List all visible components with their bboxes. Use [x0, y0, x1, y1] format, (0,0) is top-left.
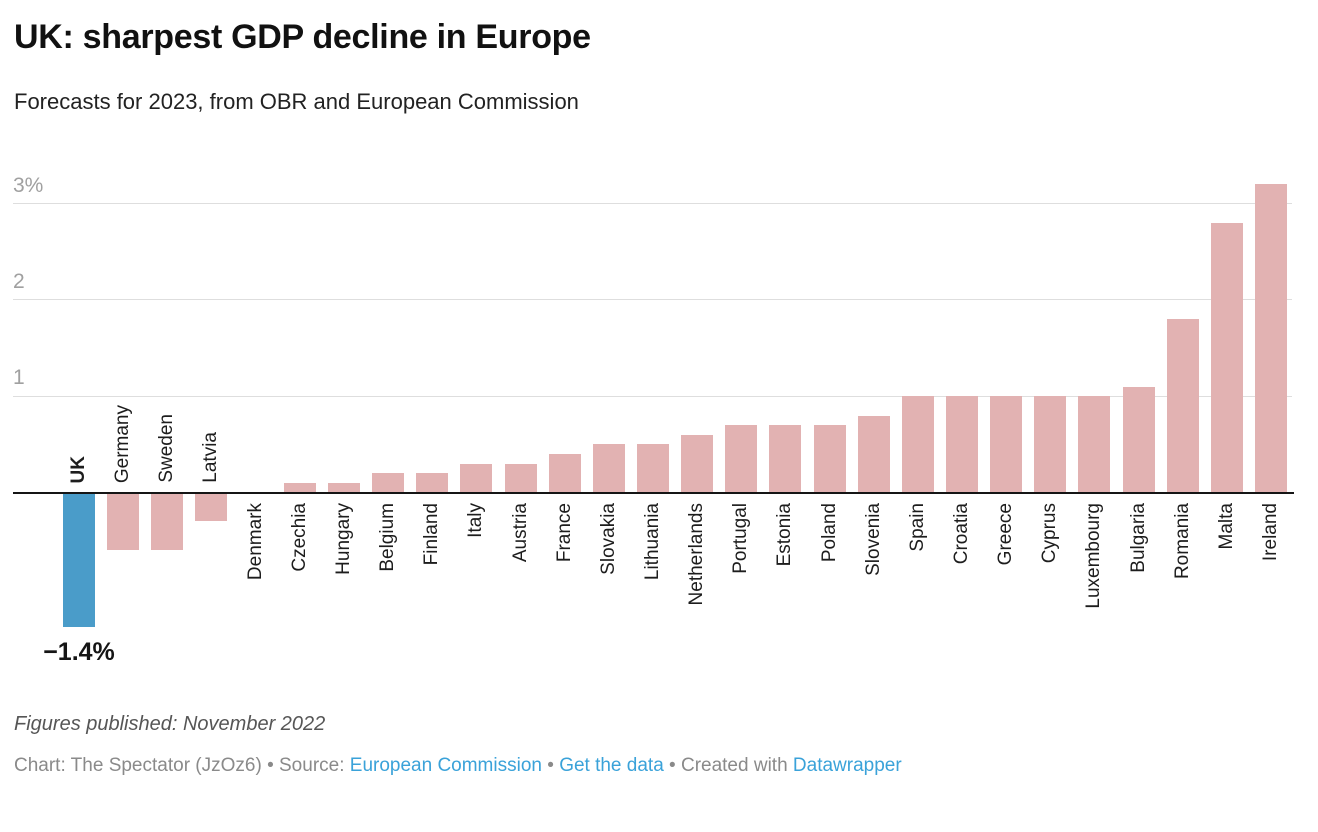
datawrapper-link[interactable]: Datawrapper	[792, 755, 902, 776]
attribution-text: • Created with	[663, 755, 793, 776]
category-label-lithuania: Lithuania	[641, 503, 663, 581]
attribution-text: Chart: The Spectator (JzOz6) • Source:	[14, 755, 350, 776]
category-label-italy: Italy	[465, 503, 487, 538]
bar-latvia[interactable]	[195, 492, 228, 522]
category-label-malta: Malta	[1215, 503, 1237, 550]
bar-poland[interactable]	[813, 425, 846, 493]
bar-estonia[interactable]	[769, 425, 802, 493]
attribution-text: •	[541, 755, 560, 776]
bar-finland[interactable]	[416, 473, 449, 493]
bar-portugal[interactable]	[725, 425, 758, 493]
bar-italy[interactable]	[460, 463, 493, 493]
category-label-denmark: Denmark	[244, 503, 266, 581]
bar-netherlands[interactable]	[681, 434, 714, 493]
bar-luxembourg[interactable]	[1078, 396, 1111, 493]
category-label-germany: Germany	[112, 404, 134, 483]
y-tick-label-2: 2	[13, 269, 25, 293]
bar-slovakia[interactable]	[592, 444, 625, 493]
chart-subtitle: Forecasts for 2023, from OBR and Europea…	[14, 89, 579, 114]
bar-germany[interactable]	[107, 492, 140, 551]
bar-malta[interactable]	[1210, 222, 1243, 493]
category-label-poland: Poland	[818, 503, 840, 563]
category-label-finland: Finland	[421, 503, 443, 566]
bar-greece[interactable]	[990, 396, 1023, 493]
bar-france[interactable]	[548, 454, 581, 493]
category-label-hungary: Hungary	[332, 503, 354, 575]
y-tick-label-1: 1	[13, 366, 25, 390]
bar-lithuania[interactable]	[636, 444, 669, 493]
category-label-luxembourg: Luxembourg	[1083, 503, 1105, 609]
category-label-cyprus: Cyprus	[1039, 503, 1061, 564]
bar-slovenia[interactable]	[857, 415, 890, 493]
get-the-data-link[interactable]: Get the data	[559, 755, 664, 776]
highlight-value-label: −1.4%	[43, 638, 115, 667]
category-label-romania: Romania	[1171, 503, 1193, 580]
gridline-2	[13, 299, 1292, 301]
bar-uk[interactable]	[63, 492, 95, 628]
category-label-spain: Spain	[906, 503, 928, 552]
category-label-greece: Greece	[995, 503, 1017, 566]
bar-czechia[interactable]	[283, 482, 316, 493]
category-label-sweden: Sweden	[156, 414, 178, 483]
category-label-bulgaria: Bulgaria	[1127, 503, 1149, 573]
category-label-slovakia: Slovakia	[597, 503, 619, 575]
gridline-3	[13, 203, 1292, 205]
bar-bulgaria[interactable]	[1122, 386, 1155, 493]
category-label-austria: Austria	[509, 503, 531, 563]
bar-sweden[interactable]	[151, 492, 184, 551]
bar-croatia[interactable]	[946, 396, 978, 493]
footer-note: Figures published: November 2022	[14, 713, 326, 735]
bar-ireland[interactable]	[1255, 184, 1287, 493]
y-tick-label-3: 3%	[13, 173, 44, 197]
category-label-uk: UK	[68, 455, 89, 483]
bar-belgium[interactable]	[372, 473, 404, 493]
category-label-portugal: Portugal	[730, 503, 752, 574]
category-label-belgium: Belgium	[377, 503, 398, 572]
bar-hungary[interactable]	[327, 482, 360, 493]
category-label-latvia: Latvia	[200, 432, 222, 483]
category-label-estonia: Estonia	[774, 503, 796, 567]
category-label-czechia: Czechia	[288, 503, 310, 572]
gridline-1	[13, 395, 1292, 397]
bar-romania[interactable]	[1166, 319, 1199, 493]
bar-cyprus[interactable]	[1034, 396, 1067, 493]
category-label-ireland: Ireland	[1260, 503, 1281, 562]
x-axis-line	[13, 491, 1294, 494]
chart-title: UK: sharpest GDP decline in Europe	[14, 18, 591, 56]
attribution-line: Chart: The Spectator (JzOz6) • Source: E…	[14, 755, 902, 777]
category-label-netherlands: Netherlands	[686, 503, 708, 606]
category-label-croatia: Croatia	[951, 503, 972, 565]
category-label-france: France	[553, 503, 575, 563]
bar-austria[interactable]	[504, 463, 537, 493]
european-commission-link[interactable]: European Commission	[349, 755, 542, 776]
category-label-slovenia: Slovenia	[862, 503, 884, 576]
bar-spain[interactable]	[901, 396, 934, 493]
